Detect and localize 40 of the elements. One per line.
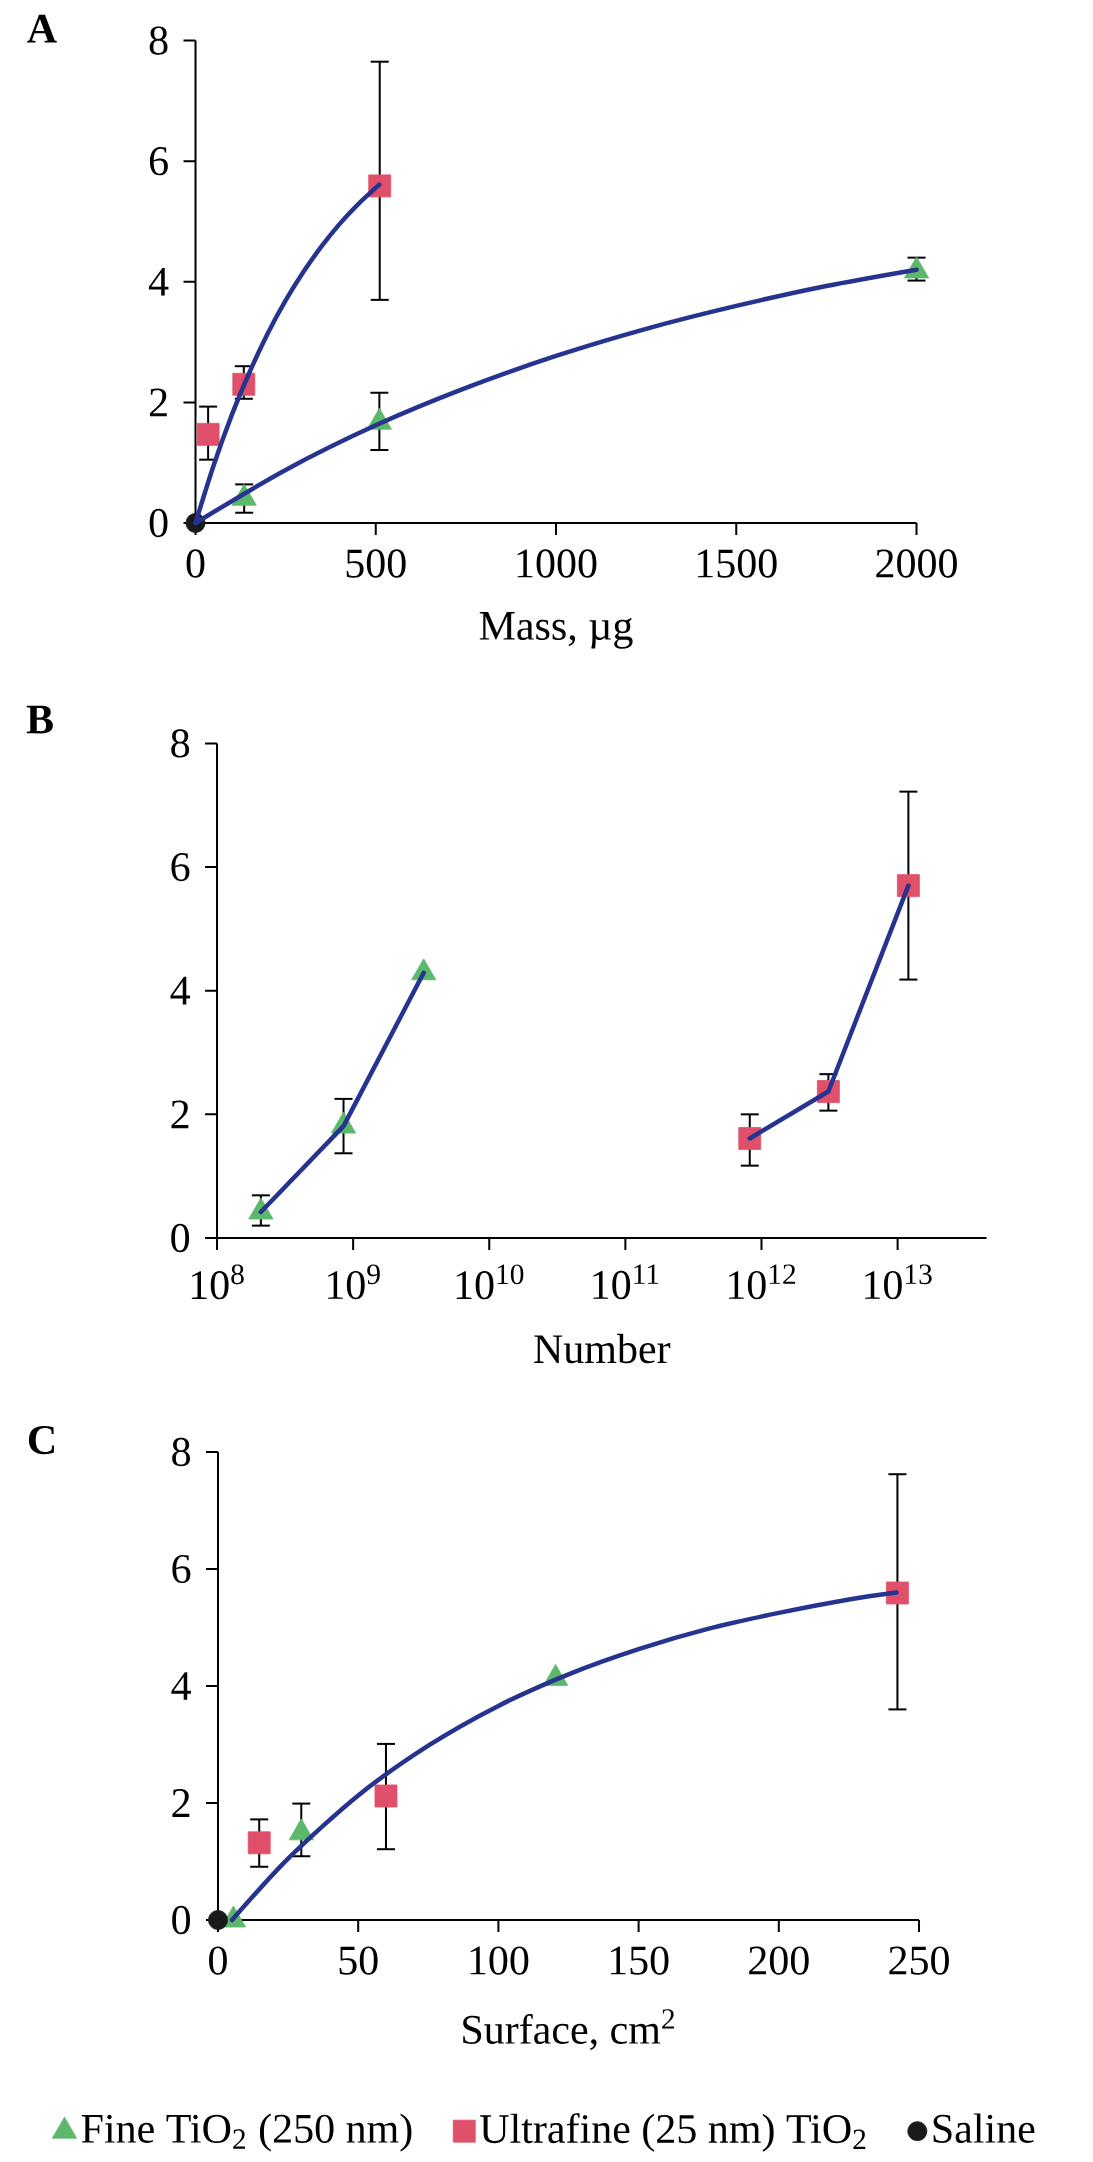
legend-label: Fine TiO$_{2}$ (250 nm) bbox=[81, 2113, 412, 2152]
x-axis-title: Number bbox=[534, 1333, 671, 1364]
x-tick-label: 10$^{8}$ bbox=[191, 1264, 244, 1300]
y-tick-label: 4 bbox=[171, 1672, 191, 1700]
y-tick-label: 0 bbox=[149, 508, 168, 538]
y-tick-label: 6 bbox=[172, 1554, 191, 1584]
y-tick-label: 4 bbox=[170, 976, 190, 1005]
x-tick-label: 0 bbox=[209, 1946, 227, 1975]
y-tick-label: 8 bbox=[172, 1437, 191, 1467]
legend-label: Ultrafine (25 nm) TiO$_{2}$ bbox=[480, 2113, 866, 2152]
x-tick-label: 10$^{12}$ bbox=[728, 1264, 796, 1300]
x-tick-label: 10$^{11}$ bbox=[593, 1264, 659, 1300]
x-tick-label: 10$^{9}$ bbox=[327, 1264, 380, 1300]
y-tick-label: 2 bbox=[149, 388, 167, 417]
x-tick-label: 500 bbox=[346, 549, 406, 578]
y-tick-label: 6 bbox=[149, 147, 168, 176]
x-tick-label: 1500 bbox=[697, 549, 777, 578]
y-tick-label: 4 bbox=[148, 267, 169, 296]
x-tick-label: 200 bbox=[749, 1946, 809, 1975]
chart-title: C bbox=[28, 1425, 54, 1455]
x-tick-label: 10$^{13}$ bbox=[865, 1264, 932, 1300]
y-tick-label: 8 bbox=[149, 26, 168, 55]
y-tick-label: 6 bbox=[171, 852, 190, 882]
chart-title: A bbox=[27, 14, 57, 43]
legend-label: Saline bbox=[933, 2113, 1035, 2143]
x-tick-label: 50 bbox=[339, 1946, 378, 1975]
y-tick-label: 2 bbox=[172, 1789, 190, 1817]
y-tick-label: 8 bbox=[171, 729, 190, 758]
y-tick-label: 0 bbox=[172, 1905, 191, 1935]
x-axis-title: Surface, cm$^{2}$ bbox=[463, 2009, 675, 2051]
x-axis-title: Mass, µg bbox=[479, 612, 633, 649]
x-tick-label: 2000 bbox=[876, 549, 957, 578]
y-tick-label: 0 bbox=[171, 1223, 190, 1253]
x-tick-label: 150 bbox=[610, 1946, 669, 1975]
y-tick-label: 2 bbox=[171, 1100, 189, 1129]
chart-title: B bbox=[26, 705, 53, 734]
x-tick-label: 100 bbox=[470, 1946, 529, 1975]
x-tick-label: 10$^{10}$ bbox=[456, 1264, 524, 1300]
x-tick-label: 250 bbox=[889, 1946, 949, 1975]
x-tick-label: 1000 bbox=[517, 549, 597, 578]
